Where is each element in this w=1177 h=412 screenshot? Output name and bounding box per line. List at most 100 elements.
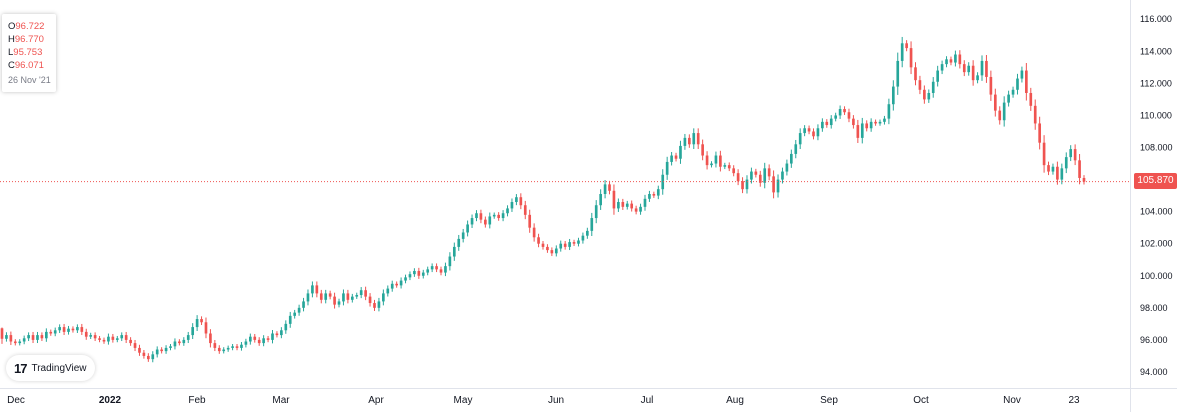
candle-body[interactable] [1073,149,1077,161]
candle-body[interactable] [1047,165,1050,172]
candle-body[interactable] [439,269,443,273]
candle-body[interactable] [164,347,168,352]
candle-body[interactable] [382,293,385,302]
price-axis[interactable]: 94.000 96.000 98.000 100.000 102.000 104.000 1… [1140,14,1173,377]
candle-body[interactable] [173,341,177,347]
candle-body[interactable] [195,319,199,328]
candle-body[interactable] [599,194,602,206]
candle-body[interactable] [115,338,119,340]
candle-body[interactable] [723,165,727,167]
candle-body[interactable] [781,171,784,180]
candle-body[interactable] [789,153,793,164]
candle-body[interactable] [107,336,110,342]
candle-body[interactable] [962,64,966,73]
candle-body[interactable] [45,331,48,339]
candle-body[interactable] [231,346,234,348]
candle-body[interactable] [568,242,571,247]
candle-body[interactable] [84,331,88,337]
candle-body[interactable] [461,232,465,239]
candle-body[interactable] [758,174,762,183]
candle-body[interactable] [528,214,532,228]
candle-body[interactable] [821,121,824,129]
candle-body[interactable] [905,43,908,49]
candle-body[interactable] [1082,177,1086,182]
candle-body[interactable] [1020,70,1024,79]
candle-body[interactable] [9,335,13,342]
candle-body[interactable] [364,290,367,297]
candle-body[interactable] [217,347,221,352]
time-axis[interactable]: Dec 2022 Feb Mar Apr May Jun Jul Aug Sep Oct Nov 23 [7,395,1080,406]
candle-body[interactable] [696,133,700,145]
candle-body[interactable] [466,224,469,233]
candle-body[interactable] [874,121,877,124]
candle-body[interactable] [546,246,549,251]
candle-body[interactable] [745,179,749,190]
candle-body[interactable] [53,330,57,334]
candle-body[interactable] [275,333,279,336]
candle-body[interactable] [985,60,988,77]
candle-body[interactable] [1051,166,1055,172]
candle-body[interactable] [253,336,257,340]
candle-body[interactable] [936,70,939,82]
candle-body[interactable] [209,333,212,344]
candle-body[interactable] [93,335,97,339]
candle-body[interactable] [896,60,900,87]
candle-body[interactable] [519,197,523,206]
candle-body[interactable] [701,144,704,156]
candle-body[interactable] [727,165,731,169]
candle-body[interactable] [719,155,722,167]
candle-body[interactable] [860,123,864,138]
candle-body[interactable] [736,173,740,182]
candle-body[interactable] [688,137,691,145]
candle-body[interactable] [772,176,775,193]
candle-body[interactable] [665,161,669,175]
candle-body[interactable] [342,293,345,302]
candle-body[interactable] [674,155,678,159]
candle-body[interactable] [532,227,536,238]
tradingview-logo[interactable]: 17 TradingView [6,355,95,381]
candle-body[interactable] [444,266,447,273]
candle-body[interactable] [138,347,141,353]
candle-body[interactable] [1042,142,1046,166]
candle-body[interactable] [475,213,478,219]
candle-body[interactable] [1060,168,1064,180]
candle-body[interactable] [1016,78,1019,90]
candle-body[interactable] [785,163,789,172]
candle-body[interactable] [129,339,132,344]
candle-body[interactable] [452,246,456,257]
candle-body[interactable] [869,121,873,129]
candle-body[interactable] [169,346,172,348]
candle-body[interactable] [900,43,904,61]
candle-body[interactable] [510,202,514,209]
candle-body[interactable] [399,280,403,286]
candle-body[interactable] [993,94,997,111]
candle-body[interactable] [586,230,589,236]
candle-body[interactable] [714,155,718,164]
candle-body[interactable] [306,293,310,302]
candle-body[interactable] [484,219,487,225]
candle-body[interactable] [643,198,647,207]
candle-body[interactable] [18,341,22,344]
candle-body[interactable] [430,266,434,270]
candle-body[interactable] [457,238,461,247]
candle-body[interactable] [98,338,101,340]
candle-body[interactable] [652,194,656,196]
candle-body[interactable] [155,349,159,355]
candle-body[interactable] [572,242,576,244]
candle-body[interactable] [550,250,554,254]
candle-body[interactable] [1064,157,1068,169]
candle-body[interactable] [435,266,438,270]
candle-body[interactable] [923,89,926,100]
candle-body[interactable] [244,341,248,345]
candle-body[interactable] [807,128,811,132]
candle-body[interactable] [1007,94,1010,103]
candle-body[interactable] [22,338,26,342]
candle-body[interactable] [31,335,35,340]
candle-body[interactable] [448,256,452,267]
candle-body[interactable] [940,64,944,71]
candle-body[interactable] [554,248,558,254]
candle-body[interactable] [998,110,1002,121]
candle-body[interactable] [222,349,226,352]
candle-body[interactable] [838,109,842,116]
candle-body[interactable] [40,335,44,339]
